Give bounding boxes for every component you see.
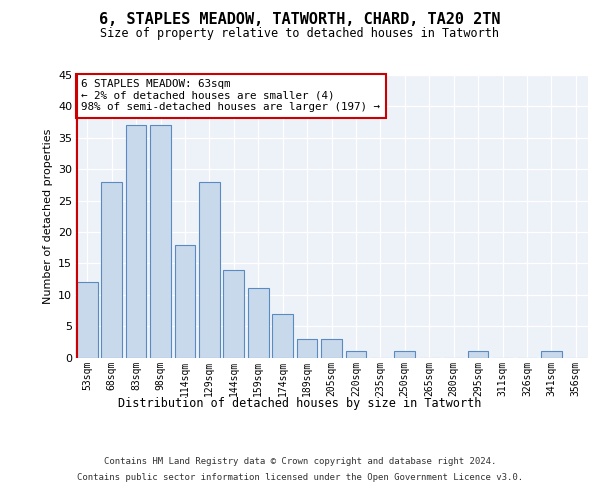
Bar [296,338,317,357]
Bar [248,288,269,358]
Text: 6, STAPLES MEADOW, TATWORTH, CHARD, TA20 2TN: 6, STAPLES MEADOW, TATWORTH, CHARD, TA20… [99,12,501,28]
Bar [394,351,415,358]
Text: Size of property relative to detached houses in Tatworth: Size of property relative to detached ho… [101,28,499,40]
Bar [467,351,488,358]
Y-axis label: Number of detached properties: Number of detached properties [43,128,53,304]
Bar [125,125,146,358]
Bar [272,314,293,358]
Bar [101,182,122,358]
Text: 6 STAPLES MEADOW: 63sqm
← 2% of detached houses are smaller (4)
98% of semi-deta: 6 STAPLES MEADOW: 63sqm ← 2% of detached… [81,79,380,112]
Bar [321,338,342,357]
Bar [346,351,367,358]
Bar [150,125,171,358]
Bar [541,351,562,358]
Bar [223,270,244,358]
Bar [199,182,220,358]
Bar [77,282,98,358]
Bar [175,244,196,358]
Text: Contains HM Land Registry data © Crown copyright and database right 2024.: Contains HM Land Registry data © Crown c… [104,458,496,466]
Text: Contains public sector information licensed under the Open Government Licence v3: Contains public sector information licen… [77,472,523,482]
Text: Distribution of detached houses by size in Tatworth: Distribution of detached houses by size … [118,398,482,410]
